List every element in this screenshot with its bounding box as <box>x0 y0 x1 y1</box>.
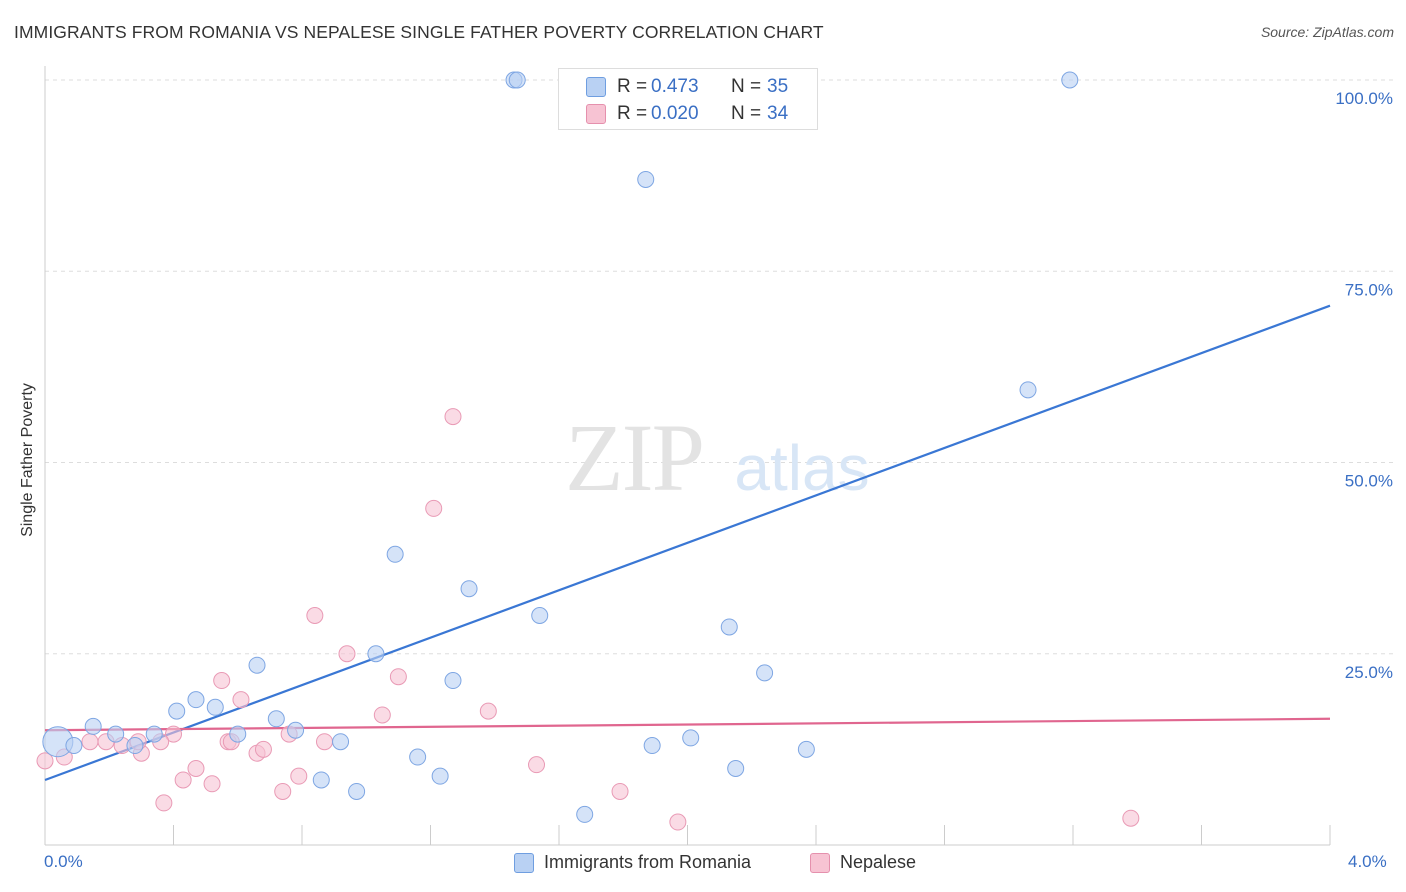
stats-n-label: N = <box>731 76 762 97</box>
point-romania <box>367 645 385 663</box>
point-romania <box>84 717 102 735</box>
source-credit: Source: ZipAtlas.com <box>1260 24 1394 40</box>
stats-row-nepalese: R = 0.020 N = 34 <box>559 101 819 127</box>
point-nepalese <box>425 499 443 517</box>
point-romania <box>386 545 404 563</box>
y-tick-label: 100.0% <box>1335 89 1393 108</box>
point-nepalese <box>338 645 356 663</box>
legend-swatch-romania <box>514 852 534 873</box>
point-romania <box>682 729 700 747</box>
legend-label-romania: Immigrants from Romania <box>544 852 752 872</box>
gridlines <box>45 79 1395 655</box>
point-romania <box>65 737 83 755</box>
stats-r-label: R = <box>617 103 648 124</box>
point-nepalese <box>306 607 324 624</box>
stats-row-romania: R = 0.473 N = 35 <box>559 74 819 100</box>
legend-item-nepalese[interactable]: Nepalese <box>810 852 916 873</box>
y-tick-label: 50.0% <box>1345 472 1393 491</box>
stats-r-value: 0.020 <box>651 103 699 124</box>
point-nepalese <box>444 408 462 426</box>
point-nepalese <box>290 767 308 785</box>
point-nepalese <box>669 813 687 831</box>
point-romania <box>797 740 815 758</box>
point-romania <box>576 805 594 823</box>
y-axis-label-wrap: Single Father Poverty <box>16 300 40 620</box>
trend-line-romania <box>44 304 1331 782</box>
point-nepalese <box>1122 809 1140 827</box>
stats-n-value: 35 <box>767 76 789 97</box>
stats-r-value: 0.473 <box>651 76 699 97</box>
point-romania <box>332 733 350 751</box>
watermark-atlas: atlas <box>734 432 869 504</box>
point-romania <box>248 656 266 674</box>
point-romania <box>643 737 661 755</box>
axes <box>44 66 1331 846</box>
legend-label-nepalese: Nepalese <box>840 852 917 872</box>
trend-line-nepalese <box>44 717 1331 732</box>
chart-legend: Immigrants from Romania Nepalese <box>0 852 1406 878</box>
point-romania <box>206 698 224 716</box>
chart-title: IMMIGRANTS FROM ROMANIA VS NEPALESE SING… <box>14 22 824 42</box>
point-romania <box>460 580 478 598</box>
point-romania <box>444 672 462 690</box>
point-romania <box>727 760 745 777</box>
point-romania <box>168 702 186 720</box>
point-romania <box>531 607 549 624</box>
point-romania <box>287 721 305 739</box>
point-nepalese <box>203 775 221 793</box>
stats-n-label: N = <box>731 103 762 124</box>
y-axis-label: Single Father Poverty <box>19 383 36 537</box>
point-romania <box>720 618 738 636</box>
point-nepalese <box>274 782 292 800</box>
point-nepalese <box>479 702 497 720</box>
stats-legend: R = 0.473 N = 35 R = 0.020 N = 34 <box>558 68 818 130</box>
point-romania <box>431 767 449 785</box>
stats-r-label: R = <box>617 76 648 97</box>
point-romania <box>126 737 144 755</box>
point-nepalese <box>611 782 629 800</box>
x-tick-label-max: 4.0% <box>1348 852 1387 871</box>
x-tick-label-min: 0.0% <box>44 852 83 871</box>
point-romania <box>348 782 366 800</box>
point-romania <box>508 71 526 89</box>
watermark-zip: ZIP <box>565 404 703 511</box>
point-nepalese <box>254 740 272 758</box>
point-romania <box>229 725 247 743</box>
point-romania <box>409 748 427 766</box>
point-romania <box>267 710 285 728</box>
trend-lines <box>44 304 1331 782</box>
point-nepalese <box>165 725 182 743</box>
point-nepalese <box>81 733 99 751</box>
point-nepalese <box>528 756 546 774</box>
point-romania <box>1061 71 1079 89</box>
point-romania <box>145 725 163 743</box>
point-romania <box>107 725 125 743</box>
point-romania <box>637 170 655 188</box>
point-nepalese <box>187 760 205 777</box>
y-tick-label: 25.0% <box>1345 663 1393 682</box>
stats-swatch-romania <box>586 77 606 97</box>
point-romania <box>312 771 330 789</box>
point-nepalese <box>174 771 192 789</box>
point-romania <box>756 664 774 682</box>
legend-swatch-nepalese <box>810 852 830 873</box>
point-nepalese <box>213 672 231 690</box>
watermark: ZIP atlas <box>565 404 870 511</box>
point-nepalese <box>315 733 333 751</box>
point-nepalese <box>373 706 391 724</box>
data-points <box>36 71 1140 831</box>
point-nepalese <box>36 752 54 770</box>
point-nepalese <box>232 691 250 709</box>
point-romania <box>187 691 205 709</box>
point-nepalese <box>155 794 173 812</box>
stats-n-value: 34 <box>767 103 789 124</box>
point-nepalese <box>389 668 407 686</box>
y-tick-label: 75.0% <box>1345 280 1393 299</box>
legend-item-romania[interactable]: Immigrants from Romania <box>514 852 751 873</box>
stats-swatch-nepalese <box>586 104 606 124</box>
point-romania <box>1019 381 1037 399</box>
y-tick-labels: 100.0% 75.0% 50.0% 25.0% <box>1335 89 1393 682</box>
